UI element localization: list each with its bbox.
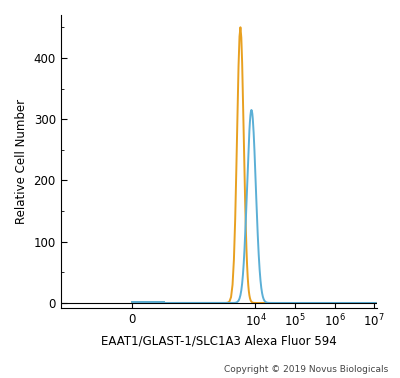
Y-axis label: Relative Cell Number: Relative Cell Number xyxy=(15,99,28,224)
X-axis label: EAAT1/GLAST-1/SLC1A3 Alexa Fluor 594: EAAT1/GLAST-1/SLC1A3 Alexa Fluor 594 xyxy=(101,335,337,348)
Text: Copyright © 2019 Novus Biologicals: Copyright © 2019 Novus Biologicals xyxy=(224,365,388,374)
